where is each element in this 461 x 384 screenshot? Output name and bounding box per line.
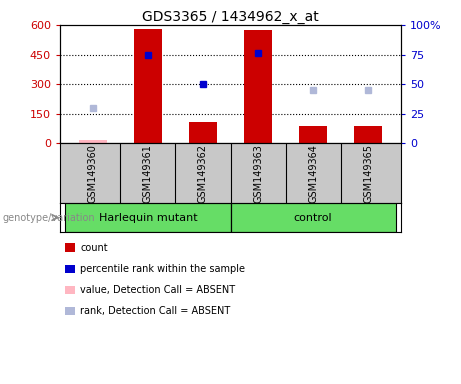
Bar <box>189 122 217 144</box>
Bar <box>299 126 327 144</box>
Text: GSM149362: GSM149362 <box>198 144 208 203</box>
Bar <box>244 30 272 144</box>
Text: control: control <box>294 212 332 222</box>
Text: percentile rank within the sample: percentile rank within the sample <box>80 264 245 274</box>
Text: GSM149364: GSM149364 <box>308 144 318 202</box>
Text: rank, Detection Call = ABSENT: rank, Detection Call = ABSENT <box>80 306 230 316</box>
Text: value, Detection Call = ABSENT: value, Detection Call = ABSENT <box>80 285 235 295</box>
Text: GSM149365: GSM149365 <box>363 144 373 203</box>
Bar <box>230 203 396 232</box>
Title: GDS3365 / 1434962_x_at: GDS3365 / 1434962_x_at <box>142 10 319 24</box>
Bar <box>134 29 162 144</box>
Text: count: count <box>80 243 108 253</box>
Bar <box>65 203 230 232</box>
Text: GSM149363: GSM149363 <box>253 144 263 202</box>
Bar <box>355 126 382 144</box>
Text: Harlequin mutant: Harlequin mutant <box>99 212 197 222</box>
Text: GSM149361: GSM149361 <box>143 144 153 202</box>
Text: GSM149360: GSM149360 <box>88 144 98 202</box>
Bar <box>79 141 106 144</box>
Text: genotype/variation: genotype/variation <box>2 212 95 223</box>
